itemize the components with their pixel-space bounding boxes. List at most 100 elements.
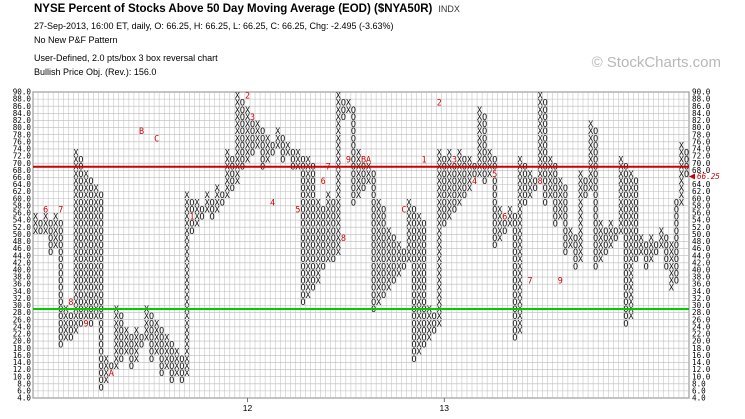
o-mark: O [381,247,386,257]
o-mark: O [89,190,94,200]
o-mark: O [149,325,154,335]
o-mark: O [603,226,608,236]
o-mark: O [159,361,164,371]
x-mark: X [578,183,583,193]
o-mark: O [119,340,124,350]
x-mark: X [94,183,99,193]
o-mark: O [623,233,628,243]
y-tick-label-right: 64.0 [692,180,711,189]
x-mark: X [245,140,250,150]
o-mark: O [573,261,578,271]
o-mark: O [674,197,679,207]
o-mark: O [603,233,608,243]
x-mark: X [235,98,240,108]
y-tick-label-right: 84.0 [692,109,711,118]
y-tick-label-right: 32.0 [692,294,711,303]
o-mark: O [240,112,245,122]
o-mark: O [99,226,104,236]
x-mark: X [356,183,361,193]
x-mark: X [517,325,522,335]
x-mark: X [447,204,452,214]
o-mark: O [321,247,326,257]
y-tick-label-right: 80.0 [692,123,711,132]
y-tick-label-right: 50.0 [692,230,711,239]
o-mark: O [452,169,457,179]
o-mark: O [371,226,376,236]
o-mark: O [674,204,679,214]
o-mark: O [240,126,245,136]
x-mark: X [83,219,88,229]
o-mark: O [300,240,305,250]
o-mark: O [351,133,356,143]
o-mark: O [78,240,83,250]
o-mark: O [442,183,447,193]
o-mark: O [220,190,225,200]
x-mark: X [114,347,119,357]
x-mark: X [517,183,522,193]
o-mark: O [311,247,316,257]
x-mark: X [305,204,310,214]
x-mark: X [417,247,422,257]
x-mark: X [225,183,230,193]
y-tick-label-right: 38.0 [692,273,711,282]
month-marker: B [139,126,144,136]
x-mark: X [528,183,533,193]
o-mark: O [593,240,598,250]
x-mark: X [376,240,381,250]
x-mark: X [94,297,99,307]
x-mark: X [437,261,442,271]
x-mark: X [588,140,593,150]
o-mark: O [492,219,497,229]
y-tick-label-right: 22.0 [692,330,711,339]
x-mark: X [336,226,341,236]
o-mark: O [78,204,83,214]
x-mark: X [245,105,250,115]
x-mark: X [417,212,422,222]
o-mark: O [442,212,447,222]
month-marker-bg [361,156,366,163]
x-mark: X [245,119,250,129]
month-marker-bg [58,206,63,213]
o-mark: O [462,183,467,193]
x-mark: X [326,204,331,214]
box-settings-info: User-Defined, 2.0 pts/box 3 box reversal… [34,53,218,63]
o-mark: O [38,226,43,236]
o-mark: O [321,212,326,222]
x-mark: X [184,197,189,207]
o-mark: O [58,290,63,300]
o-mark: O [411,347,416,357]
x-mark: X [184,276,189,286]
o-mark: O [58,261,63,271]
o-mark: O [391,254,396,264]
o-mark: O [422,283,427,293]
o-mark: O [78,176,83,186]
y-tick-label-left: 40.0 [13,266,32,275]
o-mark: O [482,147,487,157]
x-mark: X [447,155,452,165]
o-mark: O [311,254,316,264]
x-mark: X [83,247,88,257]
o-mark: O [300,261,305,271]
o-mark: O [411,219,416,229]
y-tick-label-right: 52.0 [692,223,711,232]
y-tick-label-right: 18.0 [692,344,711,353]
x-mark: X [507,212,512,222]
x-mark: X [386,254,391,264]
o-mark: O [674,276,679,286]
o-mark: O [78,169,83,179]
x-mark: X [417,240,422,250]
y-tick-label-left: 48.0 [13,237,32,246]
o-mark: O [391,261,396,271]
y-tick-label-left: 50.0 [13,230,32,239]
o-mark: O [543,197,548,207]
month-marker: 9 [346,155,351,165]
x-mark: X [73,290,78,300]
y-tick-label-right: 72.0 [692,152,711,161]
x-mark: X [528,190,533,200]
o-mark: O [543,126,548,136]
x-mark: X [184,240,189,250]
o-mark: O [311,261,316,271]
o-mark: O [512,325,517,335]
o-mark: O [583,190,588,200]
